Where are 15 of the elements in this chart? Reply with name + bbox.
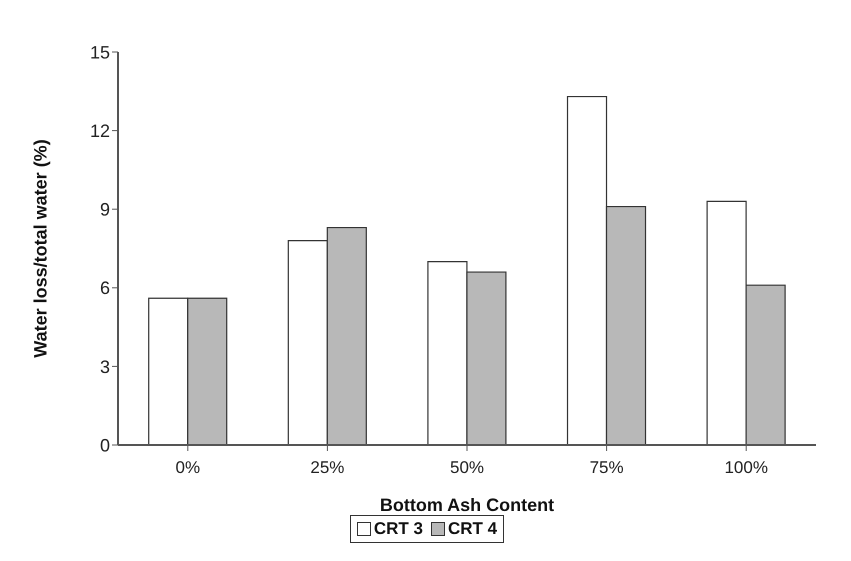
y-tick-label: 6 [100, 278, 110, 298]
y-tick-label: 0 [100, 435, 110, 456]
y-tick-label: 3 [100, 356, 110, 377]
x-tick-label: 100% [724, 458, 768, 478]
x-tick-label: 50% [450, 458, 484, 478]
legend-label: CRT 4 [447, 519, 498, 539]
x-axis-title: Bottom Ash Content [380, 495, 554, 515]
x-tick-label: 0% [176, 458, 200, 478]
y-tick-label: 12 [90, 120, 110, 141]
y-tick-label: 9 [100, 200, 110, 220]
y-axis-title: Water loss/total water (%) [30, 139, 50, 358]
x-tick-label: 75% [590, 458, 624, 478]
y-tick-label: 15 [90, 42, 110, 62]
legend-label: CRT 3 [372, 519, 423, 539]
x-tick-label: 25% [310, 458, 344, 478]
